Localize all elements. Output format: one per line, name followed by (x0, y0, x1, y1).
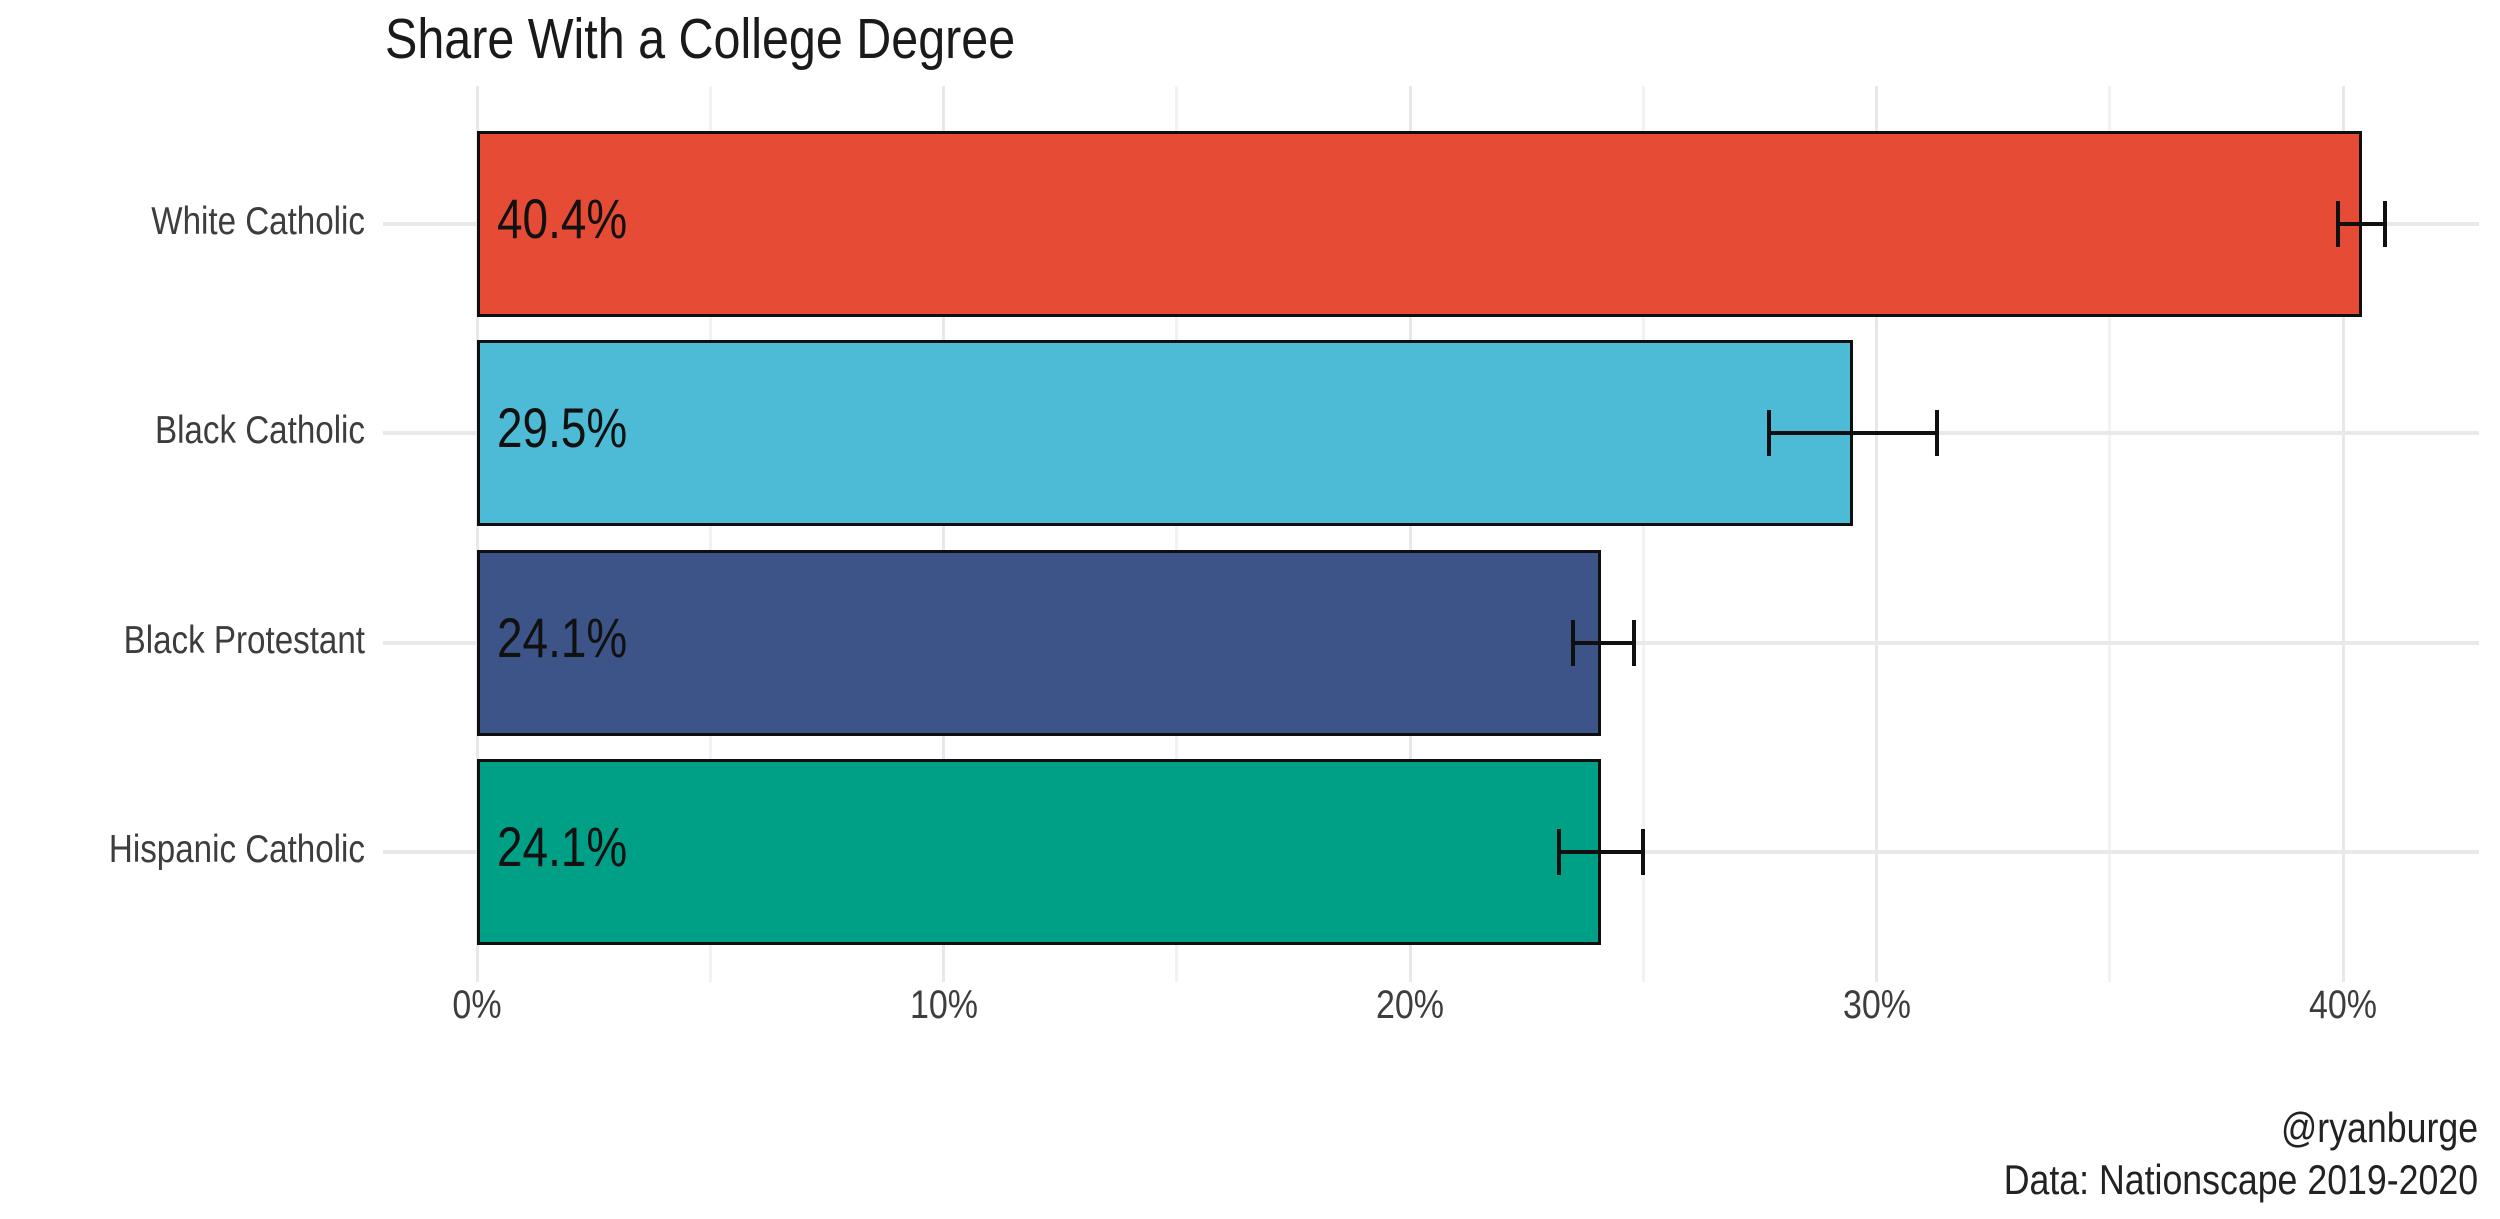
bar-value-label: 24.1% (497, 815, 628, 878)
bar-value-label: 40.4% (497, 187, 628, 250)
error-bar-cap-high (1641, 829, 1646, 875)
x-axis-tick-label: 0% (452, 983, 502, 1027)
x-axis-tick-label: 10% (909, 983, 978, 1027)
y-axis-label-black-protestant: Black Protestant (123, 619, 366, 662)
error-bar-cap-high (1935, 410, 1940, 456)
bar-value-label: 24.1% (497, 606, 628, 669)
bar-hispanic-catholic (477, 759, 1602, 945)
error-bar-cap-low (1571, 620, 1576, 666)
y-axis-label-hispanic-catholic: Hispanic Catholic (108, 828, 366, 871)
chart-title: Share With a College Degree (385, 7, 1016, 71)
error-bar-cap-low (1557, 829, 1562, 875)
gridline-vertical-major (1408, 86, 1412, 982)
gridline-vertical-minor (1175, 86, 1179, 982)
gridline-vertical-major (942, 86, 945, 982)
gridline-vertical-major (475, 86, 479, 982)
error-bar-cap-high (1631, 620, 1636, 666)
y-axis-label-white-catholic: White Catholic (151, 200, 365, 243)
gridline-vertical-minor (1641, 86, 1645, 982)
x-axis-tick-label: 30% (1842, 983, 1911, 1027)
error-bar-cap-high (2382, 201, 2387, 247)
caption-source: Data: Nationscape 2019-2020 (2003, 1156, 2478, 1203)
caption-handle: @ryanburge (2280, 1104, 2478, 1151)
bar-value-label: 29.5% (497, 396, 628, 459)
x-axis-tick-label: 40% (2308, 983, 2378, 1027)
error-bar-line (2338, 222, 2385, 226)
error-bar-line (1559, 850, 1644, 854)
error-bar-cap-low (2336, 201, 2341, 247)
bar-black-protestant (477, 550, 1602, 736)
gridline-vertical-major (2341, 86, 2345, 982)
error-bar-line (1573, 641, 1634, 645)
gridline-vertical-major (1875, 86, 1878, 982)
gridline-vertical-minor (708, 86, 712, 982)
x-axis-tick-label: 20% (1375, 983, 1445, 1027)
gridline-vertical-minor (2108, 86, 2112, 982)
y-axis-label-black-catholic: Black Catholic (154, 409, 365, 452)
chart-caption: @ryanburge Data: Nationscape 2019-2020 (2004, 1102, 2478, 1206)
error-bar-line (1769, 431, 1938, 435)
bar-white-catholic (477, 131, 2362, 317)
bar-black-catholic (477, 340, 1854, 526)
error-bar-cap-low (1767, 410, 1772, 456)
